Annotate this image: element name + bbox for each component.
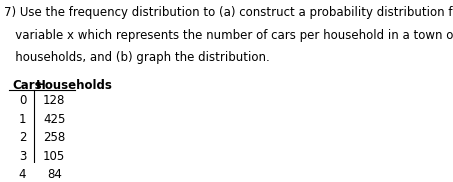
Text: 7) Use the frequency distribution to (a) construct a probability distribution fo: 7) Use the frequency distribution to (a)…: [4, 6, 453, 19]
Text: 258: 258: [43, 131, 65, 144]
Text: households, and (b) graph the distribution.: households, and (b) graph the distributi…: [4, 51, 270, 64]
Text: 0: 0: [19, 94, 26, 107]
Text: variable x which represents the number of cars per household in a town of 1000: variable x which represents the number o…: [4, 29, 453, 42]
Text: 2: 2: [19, 131, 26, 144]
Text: 4: 4: [19, 168, 26, 181]
Text: 105: 105: [43, 150, 65, 163]
Text: Cars: Cars: [12, 79, 42, 92]
Text: 84: 84: [47, 168, 62, 181]
Text: 128: 128: [43, 94, 65, 107]
Text: 425: 425: [43, 113, 65, 126]
Text: 3: 3: [19, 150, 26, 163]
Text: 1: 1: [19, 113, 26, 126]
Text: Households: Households: [36, 79, 113, 92]
